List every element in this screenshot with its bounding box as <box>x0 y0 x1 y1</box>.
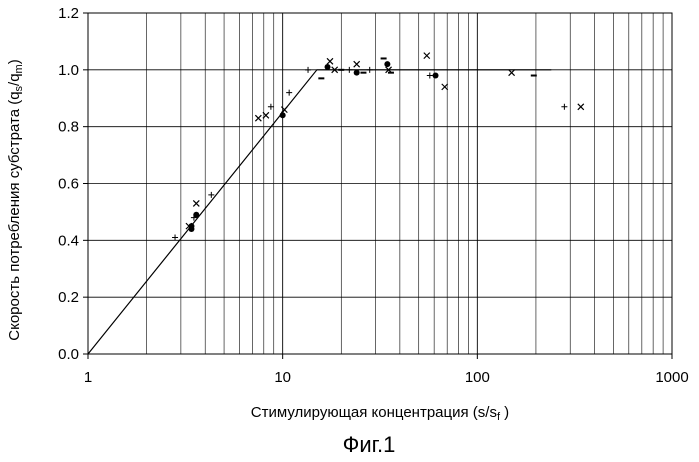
data-point-dot <box>433 73 439 79</box>
data-point-cross <box>442 84 448 90</box>
data-point-cross <box>354 61 360 67</box>
data-point-cross <box>509 70 515 76</box>
y-tick-label: 1.2 <box>58 5 79 22</box>
data-point-cross <box>327 58 333 64</box>
data-point-plus <box>305 67 311 73</box>
data-point-dot <box>325 64 331 70</box>
data-point-dot <box>188 223 194 229</box>
data-point-plus <box>268 104 274 110</box>
data-point-dot <box>354 70 360 76</box>
data-point-plus <box>367 67 373 73</box>
y-tick-label: 1.0 <box>58 62 79 79</box>
y-tick-label: 0.6 <box>58 176 79 193</box>
data-point-plus <box>172 234 178 240</box>
axis-ticks: 0.0 0.2 0.4 0.6 0.8 1.0 1.2 1 10 100 1000 <box>58 5 689 386</box>
data-point-dot <box>193 212 199 218</box>
data-point-cross <box>578 104 584 110</box>
x-tick-label: 10 <box>274 369 291 386</box>
data-point-plus <box>561 104 567 110</box>
x-tick-label: 1 <box>84 369 92 386</box>
x-tick-label: 1000 <box>655 369 688 386</box>
data-point-dot <box>280 112 286 118</box>
x-tick-label: 100 <box>465 369 490 386</box>
y-tick-label: 0.2 <box>58 289 79 306</box>
y-axis-title: Скорость потребления субстрата (qs/qm) <box>6 59 25 340</box>
data-point-cross <box>193 200 199 206</box>
grid-lines <box>88 13 672 354</box>
data-point-plus <box>346 67 352 73</box>
figure-caption: Фиг.1 <box>343 432 396 457</box>
data-point-cross <box>255 115 261 121</box>
y-tick-label: 0.0 <box>58 346 79 363</box>
data-points <box>172 53 584 241</box>
model-line <box>88 70 551 354</box>
data-point-dot <box>384 61 390 67</box>
y-tick-label: 0.8 <box>58 119 79 136</box>
data-point-plus <box>286 90 292 96</box>
data-point-cross <box>424 53 430 59</box>
x-axis-title: Стимулирующая концентрация (s/sf ) <box>251 404 509 423</box>
y-tick-label: 0.4 <box>58 232 79 249</box>
data-point-plus <box>427 73 433 79</box>
data-point-plus <box>208 192 214 198</box>
